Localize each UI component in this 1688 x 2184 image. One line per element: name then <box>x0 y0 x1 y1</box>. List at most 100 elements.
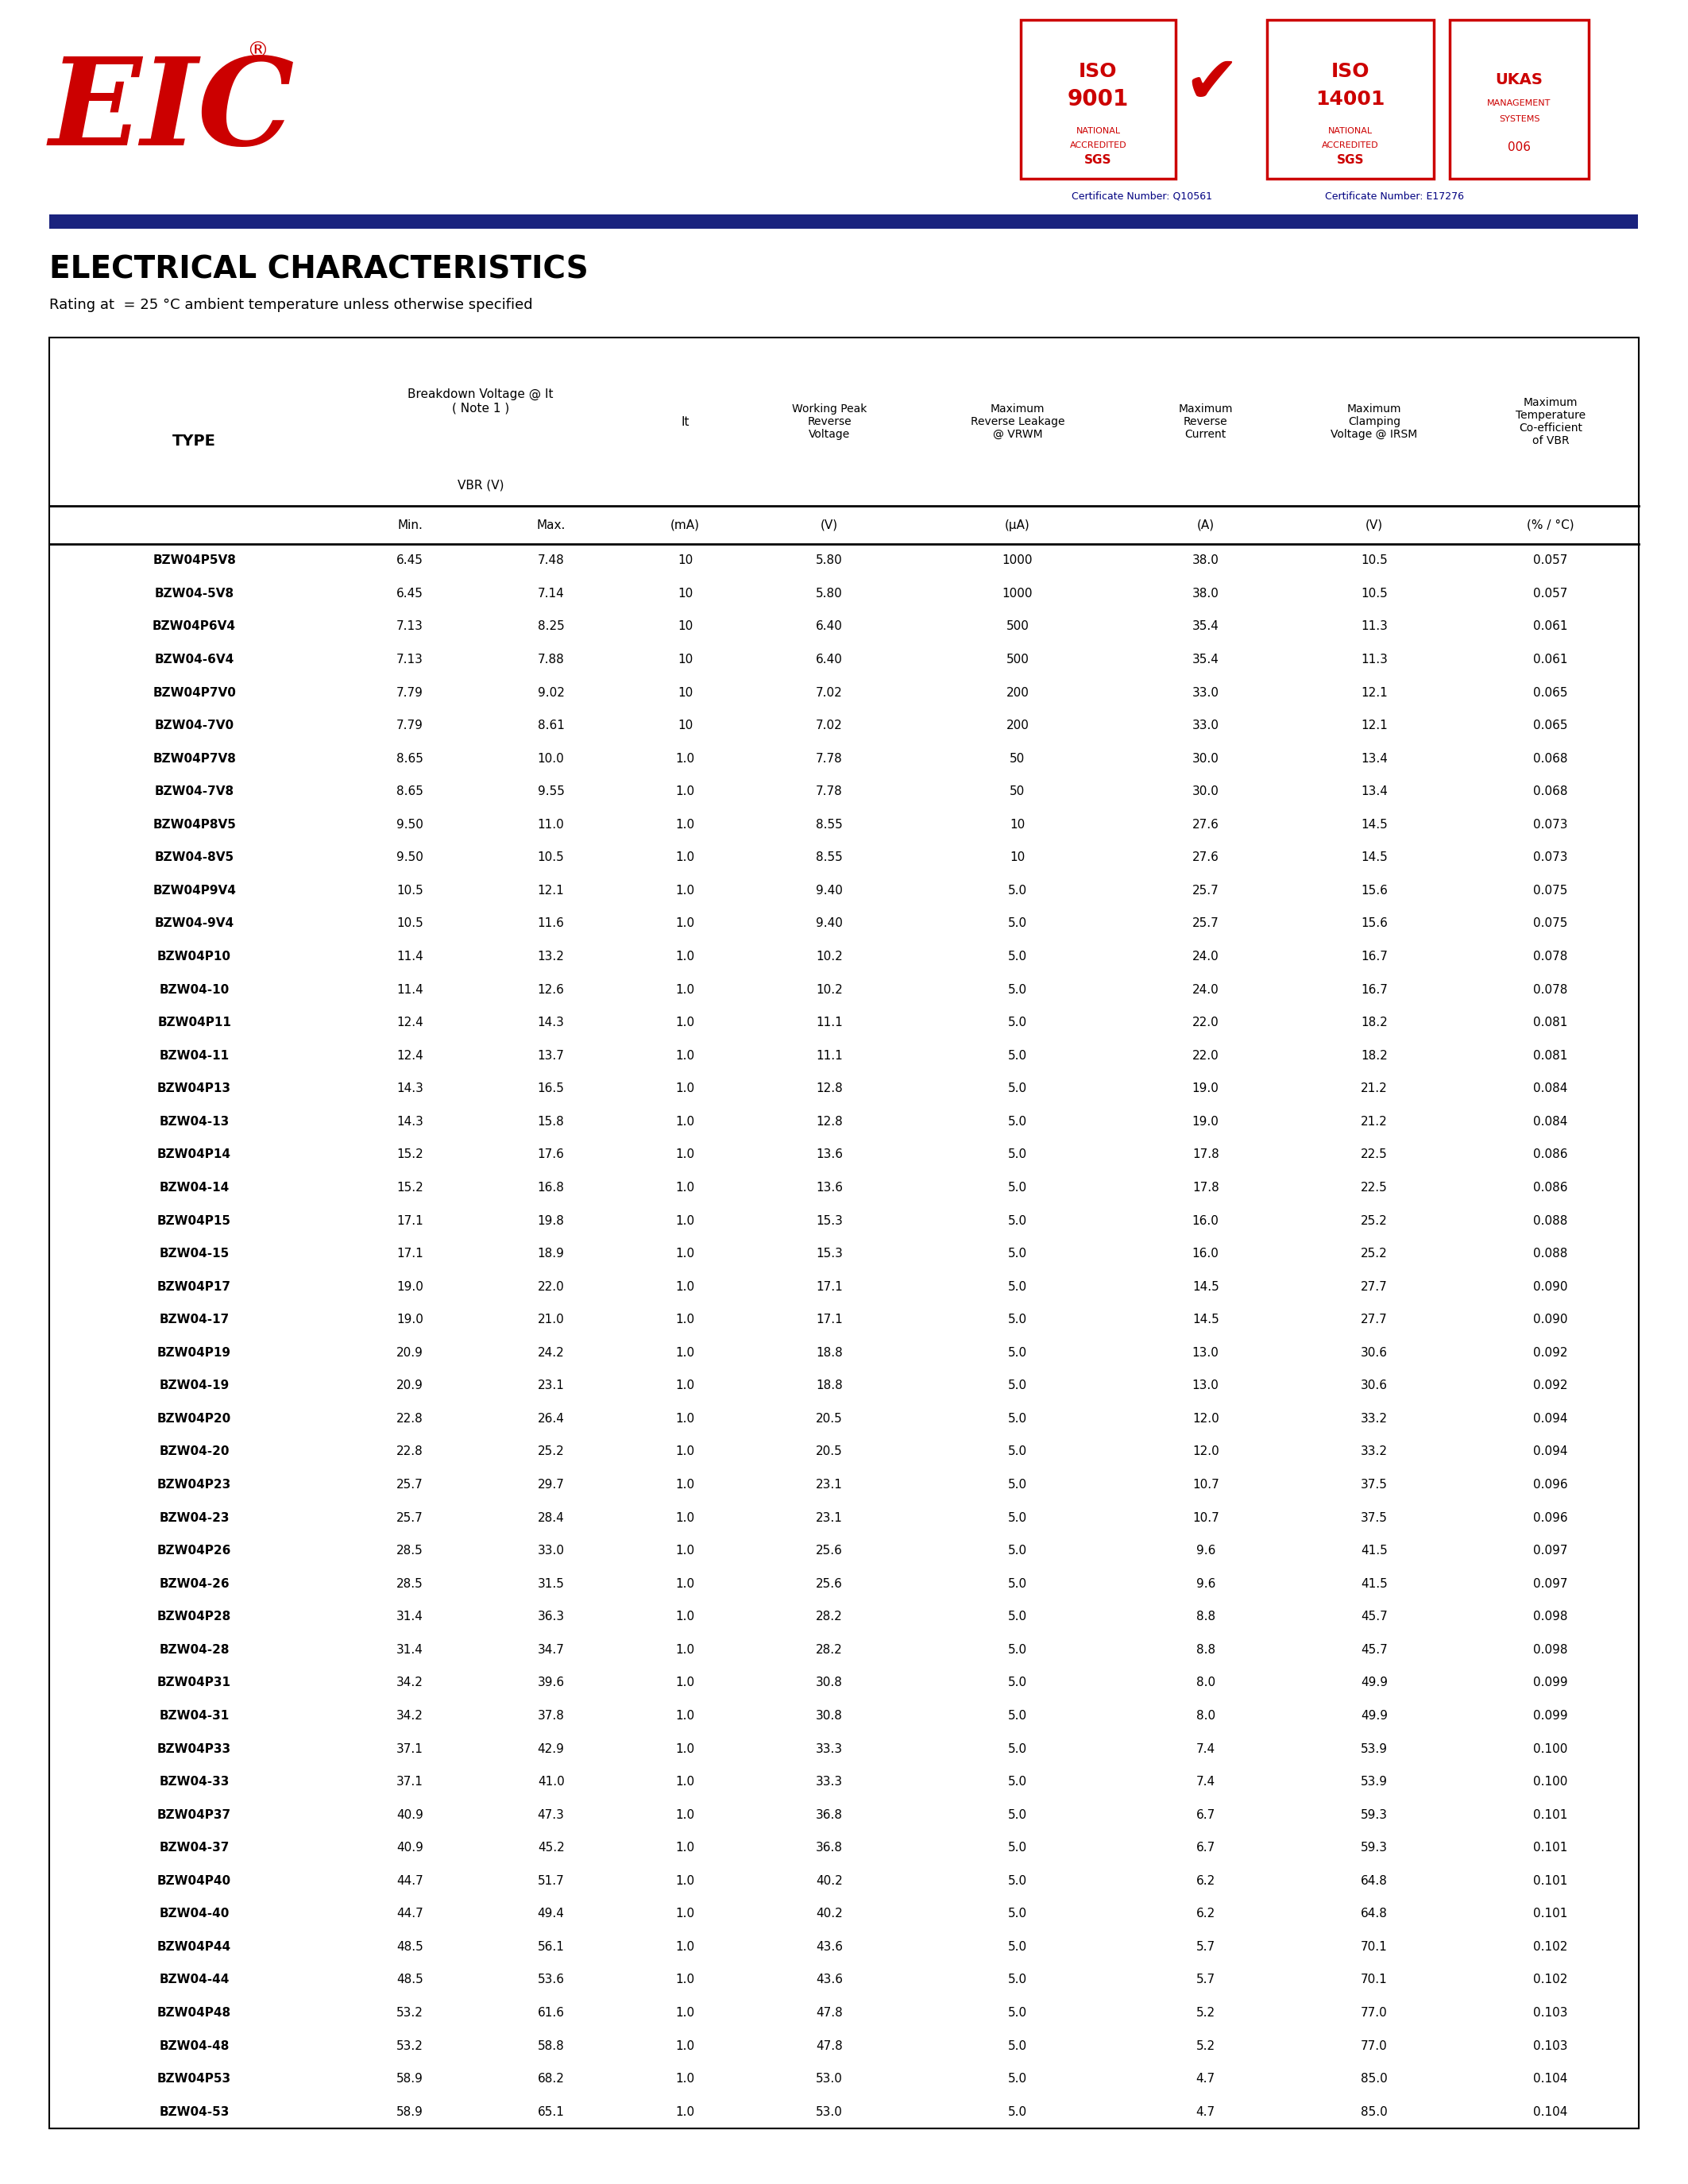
Bar <box>621 1337 749 1369</box>
Bar <box>49 1832 339 1865</box>
Text: 15.6: 15.6 <box>1361 885 1388 898</box>
Text: 1.0: 1.0 <box>675 2105 695 2118</box>
Bar <box>481 1435 621 1468</box>
Bar <box>1462 1203 1639 1236</box>
Bar <box>621 2062 749 2094</box>
Bar <box>49 874 339 906</box>
Bar <box>1462 1931 1639 1963</box>
Bar <box>749 874 910 906</box>
Bar <box>621 1236 749 1271</box>
Bar <box>49 1007 339 1040</box>
Bar <box>339 1699 481 1732</box>
Text: BZW04P17: BZW04P17 <box>157 1280 231 1293</box>
Bar <box>910 1007 1126 1040</box>
Bar <box>481 1568 621 1601</box>
Bar <box>1126 609 1286 642</box>
Bar <box>1286 841 1462 874</box>
Text: 45.7: 45.7 <box>1361 1645 1388 1655</box>
Text: 8.55: 8.55 <box>815 819 842 830</box>
Bar <box>1286 939 1462 974</box>
Text: 5.0: 5.0 <box>1008 1841 1026 1854</box>
Text: 17.1: 17.1 <box>397 1214 424 1227</box>
Text: 6.2: 6.2 <box>1197 1909 1215 1920</box>
Bar <box>481 1236 621 1271</box>
Text: 28.2: 28.2 <box>815 1645 842 1655</box>
Bar <box>1286 507 1462 544</box>
Text: 22.0: 22.0 <box>1192 1018 1219 1029</box>
Text: 11.4: 11.4 <box>397 983 424 996</box>
Text: 15.3: 15.3 <box>815 1247 842 1260</box>
Text: 11.3: 11.3 <box>1361 620 1388 633</box>
Text: 14.3: 14.3 <box>537 1018 564 1029</box>
Text: BZW04P15: BZW04P15 <box>157 1214 231 1227</box>
Bar <box>1462 642 1639 677</box>
Bar <box>621 1732 749 1765</box>
Text: BZW04P20: BZW04P20 <box>157 1413 231 1424</box>
Text: BZW04-53: BZW04-53 <box>159 2105 230 2118</box>
Text: 0.100: 0.100 <box>1533 1743 1568 1754</box>
Text: 1.0: 1.0 <box>675 852 695 863</box>
Bar <box>749 1699 910 1732</box>
Bar <box>1268 20 1433 179</box>
Text: BZW04P8V5: BZW04P8V5 <box>152 819 236 830</box>
Text: 8.55: 8.55 <box>815 852 842 863</box>
Bar <box>1462 1765 1639 1797</box>
Text: 5.2: 5.2 <box>1197 2040 1215 2051</box>
Bar <box>621 642 749 677</box>
Text: 44.7: 44.7 <box>397 1874 424 1887</box>
Text: 8.25: 8.25 <box>537 620 564 633</box>
Bar <box>1126 1271 1286 1304</box>
Text: NATIONAL: NATIONAL <box>1075 127 1121 135</box>
Bar <box>749 1468 910 1500</box>
Text: 28.5: 28.5 <box>397 1544 424 1557</box>
Text: 10: 10 <box>677 555 692 566</box>
Text: 0.097: 0.097 <box>1533 1577 1568 1590</box>
Bar <box>49 2094 339 2129</box>
Text: 49.4: 49.4 <box>537 1909 564 1920</box>
Text: ACCREDITED: ACCREDITED <box>1322 142 1379 149</box>
Bar <box>1462 1865 1639 1898</box>
Bar <box>910 841 1126 874</box>
Bar <box>749 1996 910 2029</box>
Bar <box>749 577 910 609</box>
Bar <box>621 1931 749 1963</box>
Bar <box>910 906 1126 939</box>
Text: 5.0: 5.0 <box>1008 885 1026 898</box>
Bar <box>481 577 621 609</box>
Bar <box>339 906 481 939</box>
Text: 30.0: 30.0 <box>1192 786 1219 797</box>
Bar <box>49 1171 339 1203</box>
Bar <box>910 874 1126 906</box>
Text: 0.098: 0.098 <box>1533 1645 1568 1655</box>
Text: 34.2: 34.2 <box>397 1710 424 1721</box>
Bar <box>910 1699 1126 1732</box>
Bar <box>481 1500 621 1535</box>
Text: 200: 200 <box>1006 686 1030 699</box>
Text: 37.5: 37.5 <box>1361 1479 1388 1492</box>
Bar <box>49 339 339 544</box>
Text: 37.5: 37.5 <box>1361 1511 1388 1524</box>
Bar <box>1286 1601 1462 1634</box>
Bar <box>1126 1666 1286 1699</box>
Text: It: It <box>680 415 689 428</box>
Text: 8.8: 8.8 <box>1197 1645 1215 1655</box>
Bar <box>910 1601 1126 1634</box>
Bar <box>749 1666 910 1699</box>
Bar <box>49 1369 339 1402</box>
Bar <box>749 677 910 710</box>
Bar <box>49 1898 339 1931</box>
Text: 1.0: 1.0 <box>675 1182 695 1195</box>
Text: 23.1: 23.1 <box>815 1479 842 1492</box>
Text: 6.7: 6.7 <box>1197 1841 1215 1854</box>
Bar <box>1462 775 1639 808</box>
Text: 43.6: 43.6 <box>815 1942 842 1952</box>
Bar <box>49 1765 339 1797</box>
Bar <box>49 1304 339 1337</box>
Bar <box>1286 1072 1462 1105</box>
Bar <box>1126 1963 1286 1996</box>
Text: 30.0: 30.0 <box>1192 753 1219 764</box>
Bar <box>621 1203 749 1236</box>
Bar <box>1462 1402 1639 1435</box>
Bar <box>481 1963 621 1996</box>
Text: 5.0: 5.0 <box>1008 1182 1026 1195</box>
